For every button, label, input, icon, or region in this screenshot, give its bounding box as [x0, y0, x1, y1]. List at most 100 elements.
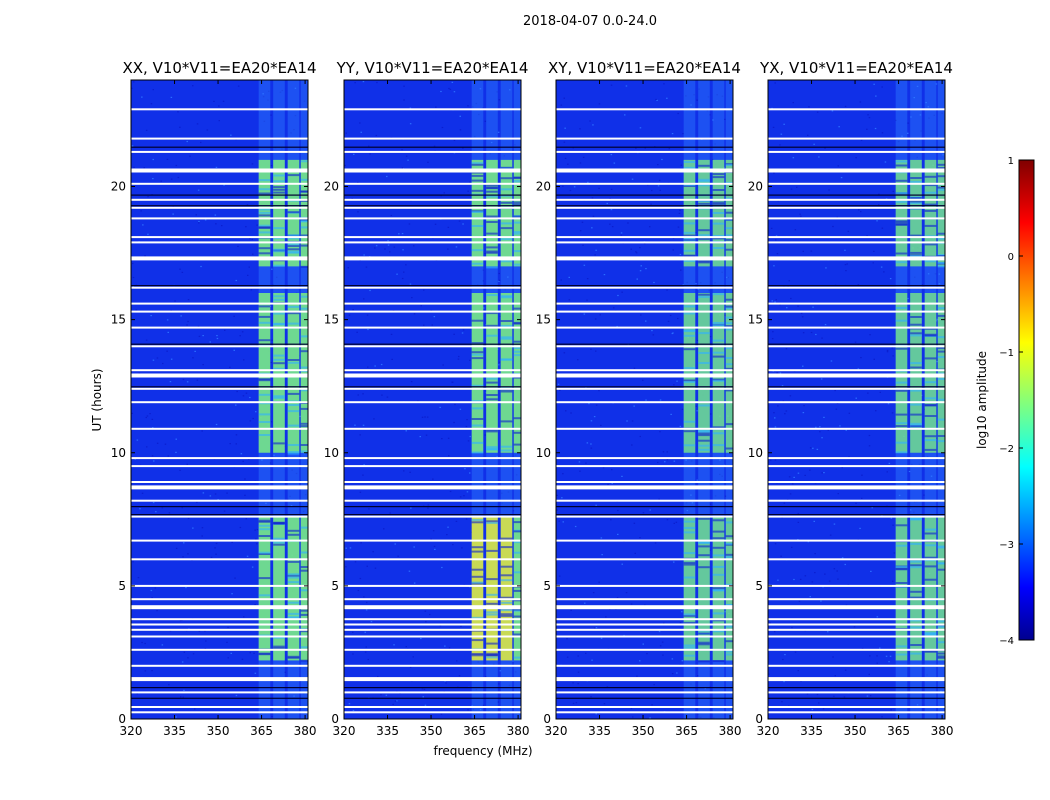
noise-speck	[512, 510, 515, 512]
noise-speck	[790, 188, 793, 190]
x-tick-label: 365	[463, 724, 486, 738]
rfi-streak	[683, 531, 696, 534]
noise-speck	[797, 670, 799, 672]
noise-speck	[357, 211, 359, 213]
rfi-streak	[698, 352, 710, 354]
noise-speck	[478, 113, 480, 116]
noise-speck	[663, 83, 665, 85]
flagged-row	[344, 198, 521, 201]
noise-speck	[461, 332, 464, 334]
rfi-streak	[273, 180, 285, 183]
rfi-streak	[273, 188, 285, 191]
noise-speck	[230, 652, 232, 654]
y-tick-label: 0	[331, 712, 339, 726]
noise-speck	[792, 157, 795, 159]
flagged-row	[131, 457, 308, 460]
flagged-row	[768, 168, 945, 173]
noise-speck	[858, 209, 860, 211]
rfi-streak	[910, 366, 922, 369]
noise-speck	[195, 214, 197, 216]
rfi-streak	[712, 444, 725, 447]
noise-speck	[364, 651, 367, 653]
noise-speck	[690, 494, 692, 496]
noise-speck	[595, 404, 598, 406]
noise-speck	[498, 280, 500, 282]
flagged-row	[768, 664, 945, 667]
noise-speck	[869, 334, 871, 336]
noise-speck	[514, 671, 517, 673]
noise-speck	[422, 696, 424, 698]
noise-speck	[154, 587, 157, 589]
flagged-row	[131, 206, 308, 209]
noise-speck	[254, 604, 256, 606]
noise-speck	[782, 658, 784, 661]
dark-row	[344, 205, 521, 207]
noise-speck	[610, 188, 613, 190]
rfi-streak	[683, 613, 696, 616]
noise-speck	[141, 492, 144, 494]
noise-speck	[814, 553, 816, 555]
rfi-streak	[698, 362, 710, 364]
rfi-streak	[924, 209, 937, 212]
rfi-streak	[287, 574, 300, 577]
noise-speck	[779, 372, 782, 374]
dark-row	[131, 285, 308, 287]
rfi-block	[513, 293, 521, 453]
noise-speck	[360, 542, 362, 544]
rfi-streak	[300, 589, 308, 592]
rfi-streak	[500, 445, 513, 448]
rfi-block	[712, 293, 725, 453]
noise-speck	[920, 130, 922, 132]
panel-title: XY, V10*V11=EA20*EA14	[548, 59, 741, 77]
noise-speck	[815, 333, 817, 336]
noise-speck	[170, 96, 173, 98]
noise-speck	[700, 282, 702, 284]
colorbar-scale	[1018, 159, 1035, 641]
flagged-row	[131, 182, 308, 185]
flagged-row	[768, 539, 945, 542]
flagged-row	[768, 628, 945, 631]
noise-speck	[269, 462, 272, 464]
noise-speck	[691, 502, 694, 504]
noise-speck	[514, 454, 517, 456]
noise-speck	[837, 165, 839, 167]
flagged-row	[768, 515, 945, 518]
noise-speck	[657, 185, 660, 187]
rfi-streak	[486, 190, 498, 193]
rfi-streak	[683, 654, 696, 657]
noise-speck	[798, 600, 801, 602]
rfi-block	[683, 159, 696, 267]
noise-speck	[389, 512, 391, 514]
noise-speck	[489, 153, 491, 155]
noise-speck	[403, 271, 405, 273]
noise-speck	[138, 372, 141, 374]
dark-row	[768, 285, 945, 287]
noise-speck	[142, 224, 144, 226]
rfi-streak	[273, 543, 285, 546]
rfi-streak	[683, 646, 696, 649]
rfi-streak	[712, 173, 725, 176]
rfi-streak	[500, 596, 513, 599]
noise-speck	[876, 616, 879, 618]
noise-speck	[249, 420, 252, 422]
rfi-streak	[725, 363, 733, 366]
noise-speck	[831, 110, 834, 112]
y-axis-label: UT (hours)	[90, 368, 104, 431]
noise-speck	[802, 250, 804, 252]
noise-speck	[496, 456, 498, 458]
rfi-streak	[273, 312, 285, 315]
noise-speck	[452, 381, 454, 383]
rfi-streak	[725, 325, 733, 328]
rfi-streak	[486, 398, 498, 401]
noise-speck	[472, 106, 474, 108]
flagged-row	[556, 598, 733, 601]
rfi-streak	[258, 413, 271, 416]
rfi-streak	[910, 644, 922, 646]
x-tick-label: 350	[420, 724, 443, 738]
flagged-row	[131, 635, 308, 638]
rfi-streak	[258, 211, 271, 214]
flagged-row	[131, 401, 308, 404]
rfi-streak	[513, 321, 521, 324]
rfi-streak	[712, 176, 725, 179]
rfi-streak	[683, 183, 696, 186]
